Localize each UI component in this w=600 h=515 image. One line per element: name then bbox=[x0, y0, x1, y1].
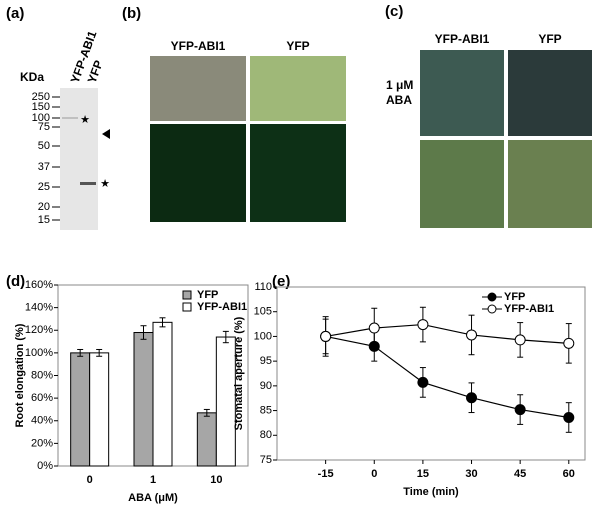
bar bbox=[133, 332, 154, 467]
y-tick-label: 60% bbox=[31, 392, 53, 404]
y-tick-label: 100 bbox=[254, 330, 272, 342]
point bbox=[563, 411, 575, 423]
bar bbox=[196, 412, 217, 467]
y-tick-label: 20% bbox=[31, 437, 53, 449]
legend-label: YFP bbox=[504, 291, 525, 303]
column-label: YFP-ABI1 bbox=[435, 32, 490, 46]
legend-marker bbox=[487, 304, 497, 314]
x-tick-label: 45 bbox=[514, 468, 526, 480]
legend-swatch bbox=[182, 290, 192, 300]
series-line bbox=[325, 335, 569, 419]
marker-label: 37 bbox=[38, 161, 50, 173]
x-tick-label: -15 bbox=[318, 468, 334, 480]
arrowhead bbox=[102, 129, 110, 139]
photo bbox=[250, 56, 346, 121]
photo bbox=[150, 124, 246, 222]
photo bbox=[150, 56, 246, 121]
x-tick-label: 30 bbox=[465, 468, 477, 480]
point bbox=[563, 337, 575, 349]
y-tick-label: 140% bbox=[25, 302, 53, 314]
x-axis-label: ABA (μM) bbox=[128, 492, 178, 504]
plot-frame bbox=[276, 286, 586, 461]
point bbox=[466, 329, 478, 341]
point bbox=[368, 322, 380, 334]
y-tick-label: 90 bbox=[260, 380, 272, 392]
y-tick-label: 80% bbox=[31, 369, 53, 381]
panel-label: (a) bbox=[6, 5, 24, 22]
y-axis-label: Root elongation (%) bbox=[14, 323, 26, 427]
marker-label: 75 bbox=[38, 121, 50, 133]
photo bbox=[508, 140, 592, 228]
series-line bbox=[325, 323, 569, 344]
panel-label: (b) bbox=[122, 5, 141, 22]
bar bbox=[89, 352, 110, 467]
marker-label: 150 bbox=[32, 101, 50, 113]
column-label: YFP bbox=[538, 32, 561, 46]
photo bbox=[420, 50, 504, 136]
x-tick-label: 15 bbox=[417, 468, 429, 480]
panel-label: (d) bbox=[6, 273, 25, 290]
legend-swatch bbox=[182, 302, 192, 312]
y-tick-label: 100% bbox=[25, 347, 53, 359]
photo bbox=[508, 50, 592, 136]
y-tick-label: 105 bbox=[254, 306, 272, 318]
y-tick-label: 160% bbox=[25, 279, 53, 291]
marker-label: 15 bbox=[38, 214, 50, 226]
marker-label: 50 bbox=[38, 140, 50, 152]
y-tick-label: 0% bbox=[37, 460, 53, 472]
point bbox=[417, 376, 429, 388]
point bbox=[514, 404, 526, 416]
marker-label: 20 bbox=[38, 201, 50, 213]
legend-label: YFP-ABI1 bbox=[504, 303, 554, 315]
legend-label: YFP-ABI1 bbox=[197, 301, 247, 313]
marker-label: 250 bbox=[32, 91, 50, 103]
x-axis-label: Time (min) bbox=[403, 486, 459, 498]
panel-label: (c) bbox=[385, 3, 403, 20]
x-tick-label: 0 bbox=[87, 474, 93, 486]
x-tick-label: 60 bbox=[563, 468, 575, 480]
y-axis-label: Stomatal aperture (%) bbox=[233, 316, 245, 430]
row-label: ABA bbox=[386, 93, 412, 107]
point bbox=[320, 330, 332, 342]
column-label: YFP bbox=[286, 39, 309, 53]
x-tick-label: 0 bbox=[371, 468, 377, 480]
column-label: YFP-ABI1 bbox=[171, 39, 226, 53]
legend-marker bbox=[487, 292, 497, 302]
marker-label: 100 bbox=[32, 112, 50, 124]
star: ★ bbox=[80, 114, 90, 126]
bar bbox=[152, 321, 173, 467]
x-tick-label: 1 bbox=[150, 474, 156, 486]
blot-band bbox=[80, 182, 96, 185]
y-tick-label: 75 bbox=[260, 454, 272, 466]
marker-label: 25 bbox=[38, 181, 50, 193]
y-tick-label: 40% bbox=[31, 415, 53, 427]
y-tick-label: 80 bbox=[260, 429, 272, 441]
x-tick-label: 10 bbox=[210, 474, 222, 486]
point bbox=[514, 334, 526, 346]
y-tick-label: 85 bbox=[260, 404, 272, 416]
blot-image bbox=[60, 88, 98, 230]
panel-label: (e) bbox=[272, 273, 290, 290]
point bbox=[417, 319, 429, 331]
unit-label: KDa bbox=[20, 70, 44, 84]
photo bbox=[250, 124, 346, 222]
row-label: 1 μM bbox=[386, 78, 413, 92]
photo bbox=[420, 140, 504, 228]
y-tick-label: 120% bbox=[25, 324, 53, 336]
legend-label: YFP bbox=[197, 289, 218, 301]
y-tick-label: 95 bbox=[260, 355, 272, 367]
star: ★ bbox=[100, 178, 110, 190]
y-tick-label: 110 bbox=[254, 281, 272, 293]
point bbox=[466, 392, 478, 404]
bar bbox=[70, 352, 91, 467]
